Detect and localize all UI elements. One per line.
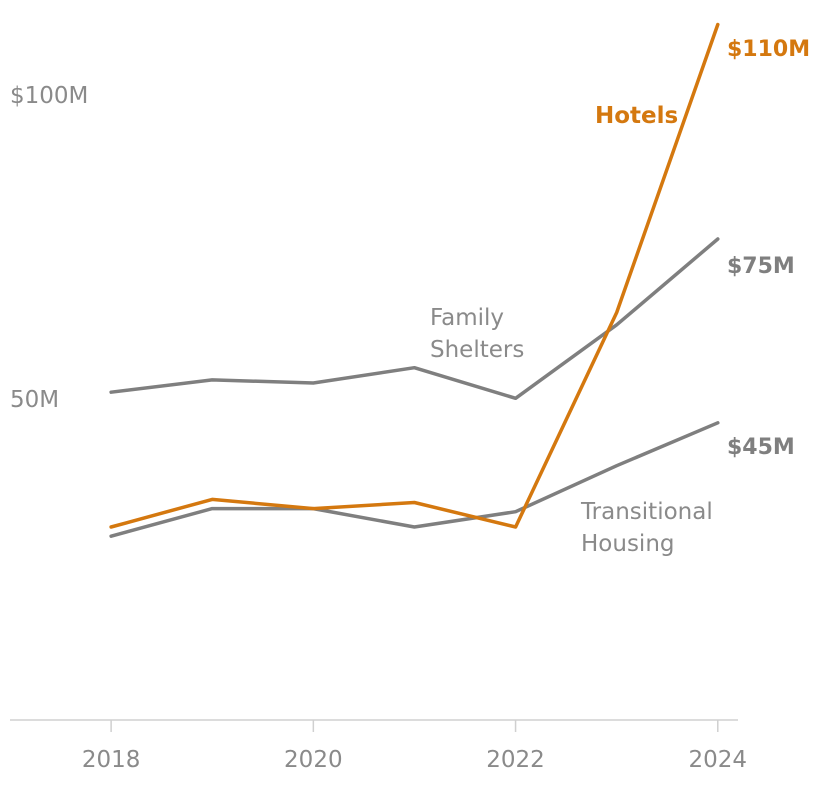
x-tick-label-2022: 2022	[486, 747, 545, 773]
family-shelters-label-line-1: Family	[430, 305, 504, 331]
x-tick-label-2024: 2024	[689, 747, 748, 773]
transitional-housing-line	[109, 421, 720, 538]
transitional-housing-series-label: Transitional Housing	[580, 499, 713, 557]
family-shelters-line	[109, 237, 720, 401]
transitional-housing-label-line-2: Housing	[581, 531, 675, 557]
transitional-housing-label-line-1: Transitional	[580, 499, 713, 525]
y-tick-label-50: 50M	[10, 387, 59, 413]
family-shelters-label-line-2: Shelters	[430, 337, 524, 363]
family-shelters-end-label: $75M	[727, 254, 795, 279]
family-shelters-series-label: Family Shelters	[430, 305, 524, 363]
x-axis: 2018 2020 2022 2024	[10, 719, 748, 773]
y-tick-label-100: $100M	[10, 83, 88, 109]
y-axis: $100M 50M	[10, 83, 88, 413]
hotels-line	[109, 22, 720, 529]
hotels-end-label: $110M	[727, 37, 810, 62]
x-tick-label-2020: 2020	[284, 747, 343, 773]
hotels-series-label: Hotels	[595, 103, 678, 129]
transitional-housing-end-label: $45M	[727, 435, 795, 460]
x-tick-label-2018: 2018	[82, 747, 141, 773]
